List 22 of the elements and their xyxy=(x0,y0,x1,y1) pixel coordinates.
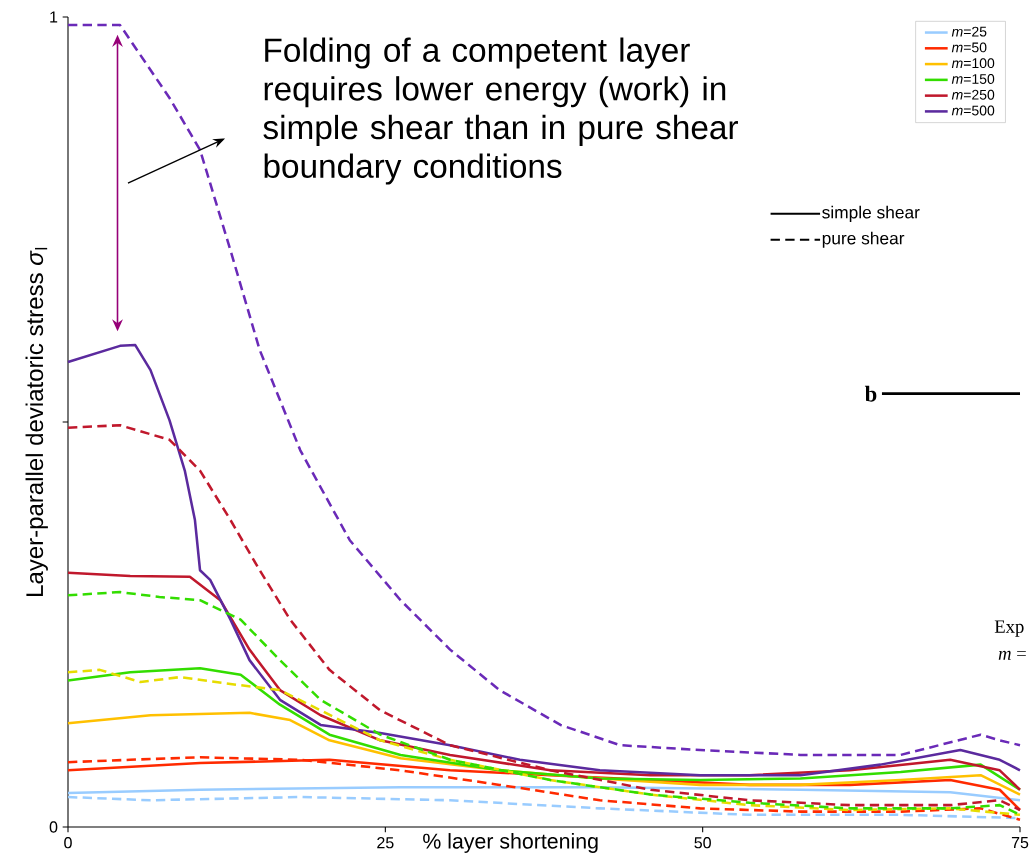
legend-label: m=500 xyxy=(951,105,995,116)
annotation: simple shear xyxy=(822,205,920,222)
x-axis-title: % layer shortening xyxy=(423,833,598,853)
legend-label: m=150 xyxy=(951,73,995,84)
legend-label: m=100 xyxy=(951,58,995,69)
line-series xyxy=(66,786,1022,802)
annotation: b xyxy=(864,385,877,402)
x-tick-label: 25 xyxy=(377,837,394,849)
legend-label: m=250 xyxy=(951,89,995,100)
y-tick-label: 1 xyxy=(50,11,58,23)
legend-label: m=50 xyxy=(951,42,987,53)
legend-label: m=25 xyxy=(951,26,987,37)
annotation: m = xyxy=(998,650,1026,660)
y-axis-title: Layer-parallel deviatoric stress σ$_{l}$ xyxy=(25,247,48,596)
annotation: pure shear xyxy=(822,231,905,248)
x-tick-label: 50 xyxy=(694,837,711,849)
x-tick-label: 75 xyxy=(1011,837,1029,849)
annotation: Exp xyxy=(994,620,1024,637)
x-tick-label: 0 xyxy=(64,837,72,849)
line-series xyxy=(66,668,1022,817)
line-series xyxy=(66,756,1022,821)
annotation: Folding of a competent layer requires lower energy (work) in simple shear than in pure shear boundary conditions xyxy=(263,37,738,185)
